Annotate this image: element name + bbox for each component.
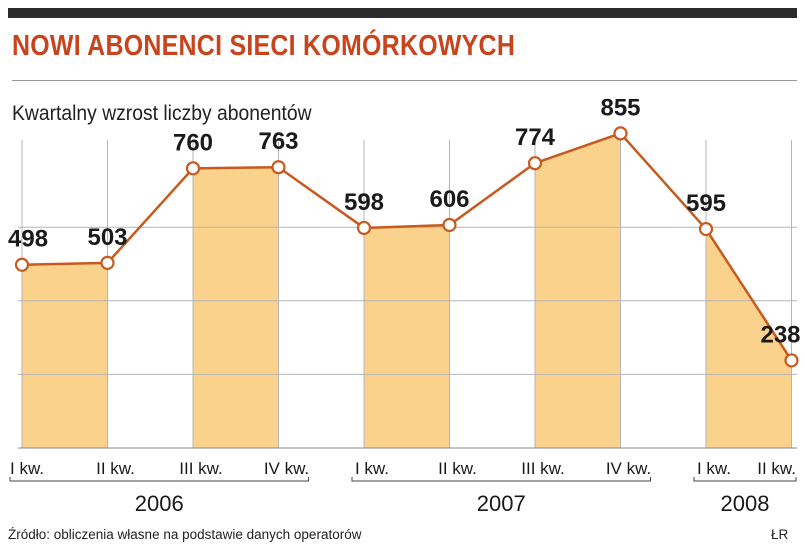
year-label-0: 2006 [135, 491, 184, 516]
quarter-label-0: I kw. [10, 459, 44, 478]
chart-subtitle: Kwartalny wzrost liczby abonentów [12, 102, 312, 125]
data-point-2 [185, 161, 201, 176]
year-bracket-0 [9, 477, 309, 482]
data-label-2: 760 [173, 129, 213, 156]
year-bracket-2 [693, 477, 797, 482]
top-bar [8, 8, 797, 18]
source-note: Źródło: obliczenia własne na podstawie d… [8, 527, 362, 542]
quarter-label-6: III kw. [521, 459, 564, 478]
data-point-3 [271, 160, 286, 175]
quarter-label-2: III kw. [179, 459, 222, 478]
data-point-1 [100, 255, 115, 270]
data-point-0 [14, 257, 30, 272]
quarter-label-9: II kw. [757, 459, 796, 478]
quarter-label-1: II kw. [96, 459, 135, 478]
data-point-4 [356, 220, 372, 236]
area-fill-0 [22, 262, 108, 448]
quarter-label-3: IV kw. [264, 459, 309, 478]
year-label-1: 2007 [477, 491, 526, 516]
data-label-3: 763 [258, 128, 298, 155]
data-label-7: 855 [600, 94, 640, 121]
year-bracket-1 [351, 477, 651, 482]
quarter-label-5: II kw. [438, 459, 477, 478]
year-label-2: 2008 [721, 491, 770, 516]
data-label-6: 774 [515, 124, 556, 151]
data-label-0: 498 [8, 226, 48, 253]
chart-title: NOWI ABONENCI SIECI KOMÓRKOWYCH [12, 30, 516, 62]
area-fill-1 [193, 167, 279, 448]
data-point-9 [784, 353, 799, 368]
data-label-4: 598 [344, 189, 384, 216]
data-point-6 [527, 156, 543, 171]
title-divider [12, 80, 797, 81]
data-point-5 [442, 217, 457, 233]
data-label-9: 238 [760, 321, 800, 348]
data-label-5: 606 [429, 186, 469, 213]
data-label-8: 595 [686, 190, 726, 217]
quarter-label-4: I kw. [355, 459, 389, 478]
area-fill-4 [706, 229, 792, 448]
author-credit: ŁR [771, 527, 789, 542]
quarter-label-7: IV kw. [606, 459, 651, 478]
area-fill-3 [535, 133, 621, 449]
series-line [21, 132, 793, 362]
data-point-8 [698, 221, 714, 237]
area-fill-2 [364, 224, 450, 448]
data-point-7 [613, 126, 628, 141]
quarter-label-8: I kw. [697, 459, 731, 478]
data-label-1: 503 [87, 224, 127, 251]
